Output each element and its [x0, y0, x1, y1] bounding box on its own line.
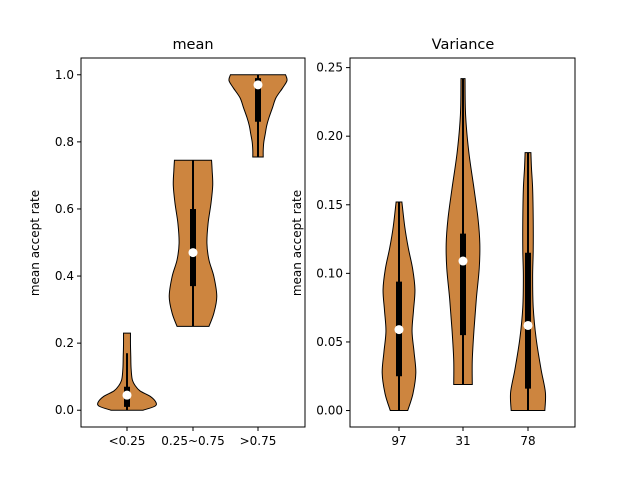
mean-y-tick-label: 1.0 [55, 68, 74, 82]
variance-ticks: 0.00 0.05 0.10 0.15 0.20 0.25 97 31 78 [316, 61, 535, 448]
variance-y-tick-label: 0.15 [316, 198, 343, 212]
variance-x-tick-label: 31 [455, 434, 470, 448]
mean-y-tick-label: 0.2 [55, 336, 74, 350]
mean-title: mean [172, 37, 213, 53]
variance-y-tick-label: 0.10 [316, 266, 343, 280]
variance-y-axis-label: mean accept rate [290, 190, 304, 296]
variance-y-tick-label: 0.20 [316, 129, 343, 143]
mean-violins [97, 74, 288, 411]
mean-x-tick-label: >0.75 [240, 434, 277, 448]
variance-violins [381, 78, 547, 412]
mean-violin-median [122, 390, 132, 400]
variance-violin-median [458, 256, 468, 266]
mean-ticks: 0.0 0.2 0.4 0.6 0.8 1.0 <0.25 0.25~0.75 >0.75 [55, 68, 276, 448]
mean-y-axis-label: mean accept rate [28, 190, 42, 296]
mean-plot-frame [80, 57, 306, 428]
mean-violin-median [188, 248, 198, 258]
mean-y-tick-label: 0.0 [55, 403, 74, 417]
variance-x-tick-label: 78 [520, 434, 535, 448]
mean-y-tick-label: 0.8 [55, 135, 74, 149]
variance-violin-median [394, 325, 404, 335]
variance-title: Variance [432, 37, 495, 53]
mean-y-tick-label: 0.4 [55, 269, 74, 283]
variance-plot-frame [349, 57, 576, 428]
variance-y-tick-label: 0.25 [316, 61, 343, 75]
variance-y-tick-label: 0.05 [316, 335, 343, 349]
mean-violin-median [253, 80, 263, 90]
mean-y-tick-label: 0.6 [55, 202, 74, 216]
mean-x-tick-label: 0.25~0.75 [161, 434, 225, 448]
variance-y-tick-label: 0.00 [316, 404, 343, 418]
variance-subplot: Variance mean accept rate 0.000.050.100.… [290, 37, 576, 448]
mean-subplot: mean mean accept rate 0.0 0.2 0.4 0.6 0.8 1.0… [28, 37, 306, 448]
variance-violin-median [523, 320, 533, 330]
variance-x-tick-label: 97 [391, 434, 406, 448]
mean-x-tick-label: <0.25 [109, 434, 146, 448]
